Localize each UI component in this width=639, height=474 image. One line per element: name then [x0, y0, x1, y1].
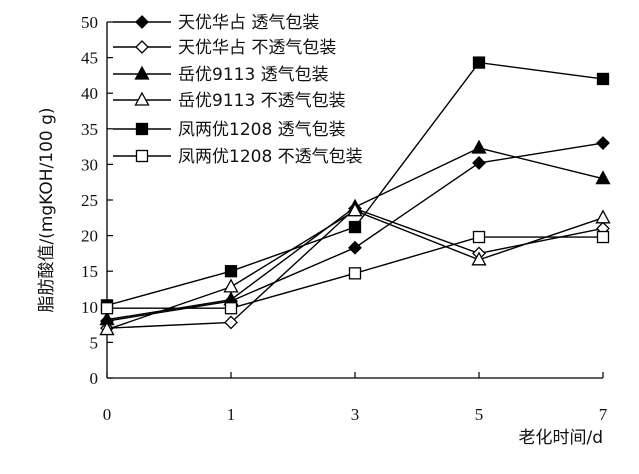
- data-point: [472, 56, 486, 69]
- x-tick-label: 7: [599, 405, 608, 424]
- data-point: [224, 302, 238, 315]
- data-point: [596, 136, 610, 150]
- legend-label: 岳优9113 透气包装: [178, 65, 329, 85]
- series-layer: [99, 56, 611, 336]
- y-tick-label: 5: [90, 333, 99, 352]
- y-tick-label: 30: [81, 155, 98, 174]
- legend-label: 凤两优1208 不透气包装: [178, 147, 363, 167]
- legend-marker: [134, 91, 150, 106]
- legend-item: 凤两优1208 不透气包装: [113, 147, 363, 167]
- data-point: [596, 72, 610, 86]
- x-tick-label: 5: [475, 405, 484, 424]
- y-axis-title: 脂肪酸值/(mgKOH/100 g): [37, 107, 57, 312]
- legend-marker: [135, 15, 149, 29]
- data-point: [595, 170, 611, 185]
- data-point: [595, 209, 611, 224]
- x-tick-label: 0: [103, 405, 112, 424]
- series-4: [99, 202, 611, 336]
- y-tick-label: 0: [90, 369, 99, 388]
- x-axis-title: 老化时间/d: [518, 428, 603, 448]
- y-tick-label: 20: [81, 227, 98, 246]
- series-6: [100, 230, 610, 315]
- legend-item: 凤两优1208 透气包装: [113, 120, 346, 140]
- y-tick-label: 15: [81, 262, 98, 281]
- legend-marker: [135, 122, 149, 136]
- legend-item: 岳优9113 不透气包装: [113, 91, 346, 111]
- data-point: [348, 220, 362, 234]
- legend-label: 天优华占 不透气包装: [178, 38, 336, 58]
- legend-label: 天优华占 透气包装: [178, 13, 319, 33]
- data-point: [348, 240, 362, 255]
- legend-item: 天优华占 不透气包装: [113, 38, 336, 58]
- data-point: [471, 139, 487, 154]
- data-point: [472, 230, 486, 244]
- y-tick-label: 50: [81, 13, 98, 32]
- data-point: [471, 251, 487, 266]
- data-point: [224, 265, 238, 278]
- y-tick-label: 25: [81, 191, 98, 210]
- legend-marker: [134, 65, 150, 80]
- legend-label: 岳优9113 不透气包装: [178, 91, 346, 111]
- series-line: [106, 147, 604, 321]
- legend-marker: [135, 40, 149, 54]
- data-point: [223, 278, 239, 293]
- legend-label: 凤两优1208 透气包装: [178, 120, 346, 140]
- y-tick-label: 35: [81, 120, 98, 139]
- y-tick-label: 10: [81, 298, 98, 317]
- y-tick-label: 45: [81, 49, 98, 68]
- data-point: [100, 302, 114, 315]
- x-tick-label: 1: [227, 405, 236, 424]
- x-tick-label: 3: [351, 405, 360, 424]
- y-tick-label: 40: [81, 84, 98, 103]
- data-point: [472, 156, 486, 170]
- data-point: [347, 202, 363, 217]
- legend-item: 岳优9113 透气包装: [113, 65, 329, 85]
- data-point: [596, 230, 610, 244]
- data-point: [348, 267, 362, 280]
- data-point: [99, 321, 115, 336]
- data-point: [224, 315, 238, 330]
- legend-item: 天优华占 透气包装: [113, 13, 319, 33]
- legend-marker: [135, 149, 149, 163]
